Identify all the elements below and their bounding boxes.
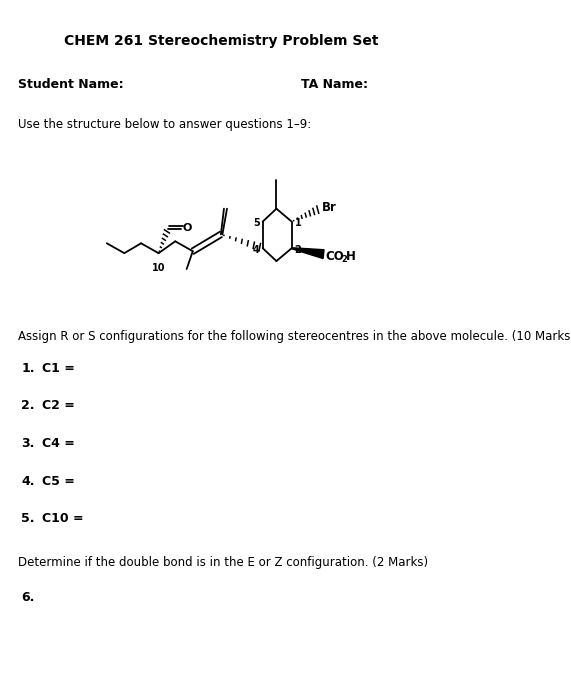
Text: 1.: 1. <box>21 362 35 375</box>
Text: Br: Br <box>322 201 337 214</box>
Text: 2: 2 <box>341 255 347 264</box>
Text: TA Name:: TA Name: <box>301 78 368 91</box>
Text: 5: 5 <box>253 218 260 228</box>
Text: C2 =: C2 = <box>42 400 75 412</box>
Text: 2.: 2. <box>21 400 35 412</box>
Text: 5.: 5. <box>21 512 35 525</box>
Text: 1: 1 <box>295 218 301 228</box>
Text: 10: 10 <box>152 263 165 273</box>
Text: O: O <box>183 223 192 234</box>
Text: H: H <box>345 250 356 262</box>
Text: 4.: 4. <box>21 475 35 487</box>
Text: 4: 4 <box>253 245 260 255</box>
Text: 6.: 6. <box>21 591 35 604</box>
Text: Assign R or S configurations for the following stereocentres in the above molecu: Assign R or S configurations for the fol… <box>18 330 571 343</box>
Text: Student Name:: Student Name: <box>18 78 123 91</box>
Text: 3.: 3. <box>21 437 35 450</box>
Text: C10 =: C10 = <box>42 512 84 525</box>
Text: C1 =: C1 = <box>42 362 75 375</box>
Text: Determine if the double bond is in the E or Z configuration. (2 Marks): Determine if the double bond is in the E… <box>18 556 428 568</box>
Polygon shape <box>292 248 324 258</box>
Text: C5 =: C5 = <box>42 475 75 487</box>
Text: CHEM 261 Stereochemistry Problem Set: CHEM 261 Stereochemistry Problem Set <box>63 34 378 48</box>
Text: 2: 2 <box>295 245 301 255</box>
Text: Use the structure below to answer questions 1–9:: Use the structure below to answer questi… <box>18 118 311 131</box>
Text: CO: CO <box>326 250 345 262</box>
Text: C4 =: C4 = <box>42 437 75 450</box>
